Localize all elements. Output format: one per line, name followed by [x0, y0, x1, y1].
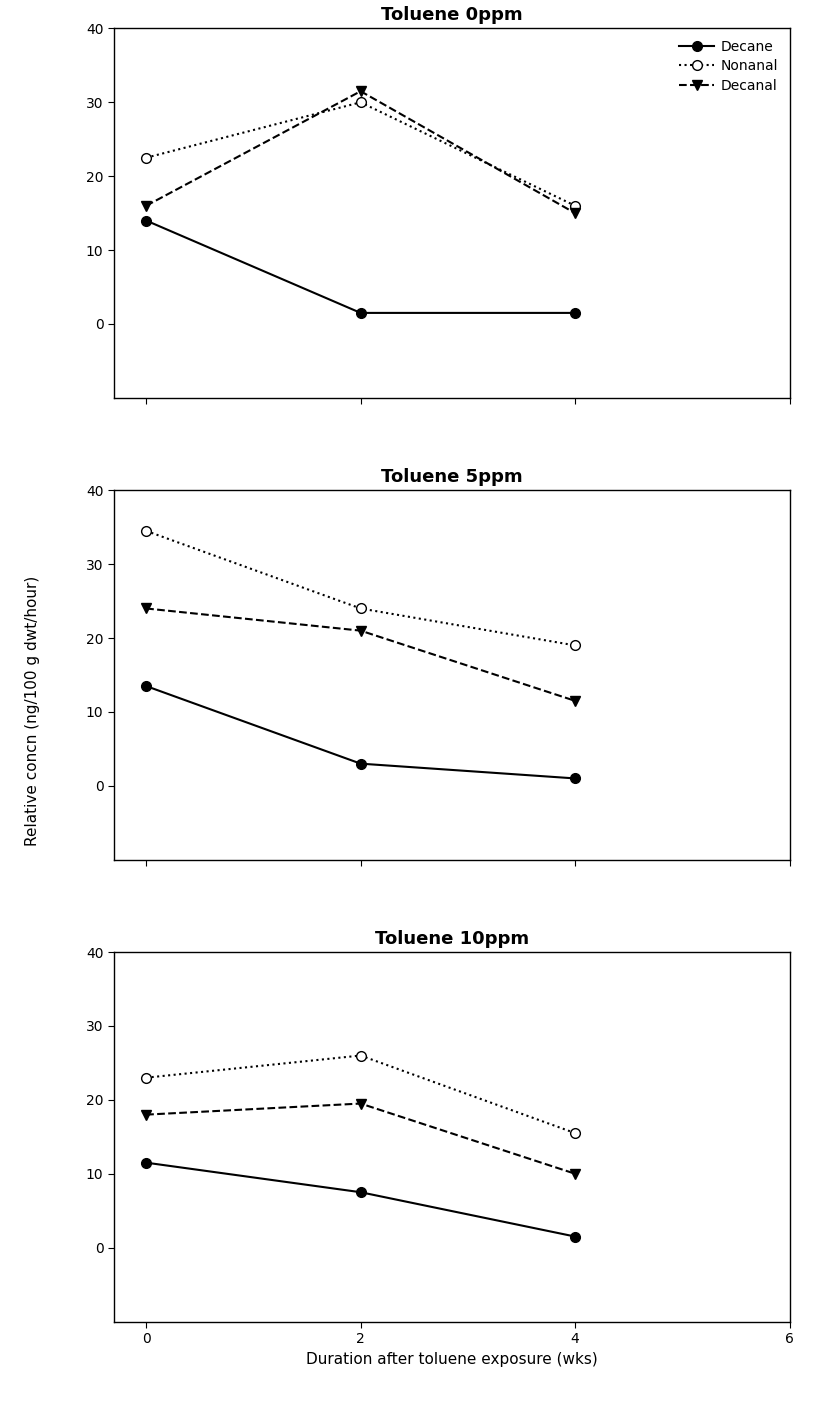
Nonanal: [356, 1047, 365, 1064]
Line: Nonanal: Nonanal: [142, 1050, 580, 1138]
Decanal: [356, 82, 365, 99]
Decane: [356, 755, 365, 772]
Decanal: [571, 205, 580, 222]
Line: Decanal: Decanal: [142, 1098, 580, 1178]
Decane: [142, 212, 151, 229]
Line: Decane: Decane: [142, 1158, 580, 1242]
Text: Relative concn (ng/100 g dwt/hour): Relative concn (ng/100 g dwt/hour): [25, 576, 40, 845]
Line: Decanal: Decanal: [142, 604, 580, 706]
Decanal: [356, 1096, 365, 1113]
Decane: [142, 678, 151, 695]
Line: Nonanal: Nonanal: [142, 526, 580, 651]
Nonanal: [356, 94, 365, 111]
Nonanal: [142, 523, 151, 540]
Decane: [571, 1228, 580, 1245]
Title: Toluene 10ppm: Toluene 10ppm: [374, 929, 529, 948]
Nonanal: [571, 637, 580, 654]
Decane: [142, 1154, 151, 1171]
X-axis label: Duration after toluene exposure (wks): Duration after toluene exposure (wks): [306, 1351, 597, 1367]
Decanal: [142, 600, 151, 617]
Nonanal: [571, 198, 580, 215]
Line: Decane: Decane: [142, 216, 580, 318]
Title: Toluene 5ppm: Toluene 5ppm: [381, 468, 523, 486]
Line: Nonanal: Nonanal: [142, 98, 580, 210]
Nonanal: [142, 1069, 151, 1086]
Line: Decane: Decane: [142, 681, 580, 783]
Nonanal: [356, 600, 365, 617]
Legend: Decane, Nonanal, Decanal: Decane, Nonanal, Decanal: [675, 36, 782, 97]
Line: Decanal: Decanal: [142, 87, 580, 217]
Decanal: [142, 198, 151, 215]
Decane: [356, 1184, 365, 1201]
Decane: [356, 304, 365, 321]
Decane: [571, 304, 580, 321]
Decanal: [571, 1165, 580, 1182]
Decanal: [142, 1106, 151, 1123]
Decane: [571, 770, 580, 787]
Title: Toluene 0ppm: Toluene 0ppm: [381, 6, 523, 24]
Decanal: [571, 692, 580, 709]
Decanal: [356, 622, 365, 639]
Nonanal: [142, 149, 151, 166]
Nonanal: [571, 1124, 580, 1141]
